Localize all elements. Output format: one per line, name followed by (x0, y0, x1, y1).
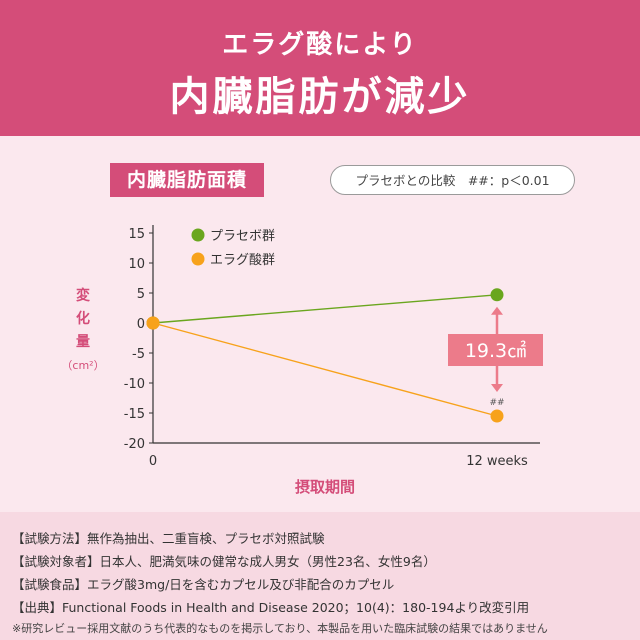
legend-label: プラセボ群 (210, 229, 275, 244)
significance-marker: ## (489, 398, 504, 408)
y-tick-label: 15 (128, 227, 145, 242)
legend-marker (191, 252, 205, 266)
y-tick-label: -10 (124, 377, 145, 392)
x-tick-label: 0 (149, 454, 157, 469)
series-line (152, 294, 498, 324)
y-tick-label: 10 (128, 257, 145, 272)
y-axis-unit: （cm²） (61, 359, 105, 372)
comparison-note: プラセボとの比較 ##：p＜0.01 (330, 165, 575, 195)
x-tick-label: 12 weeks (466, 454, 528, 469)
info-subjects: 【試験対象者】日本人、肥満気味の健常な成人男女（男性23名、女性9名） (12, 554, 436, 569)
series-line (152, 322, 498, 417)
data-point (490, 409, 504, 423)
legend-marker (191, 228, 205, 242)
legend-label: エラグ酸群 (210, 253, 275, 268)
chart-panel (0, 136, 640, 512)
info-source: 【出典】Functional Foods in Health and Disea… (12, 600, 530, 615)
info-disclaimer: ※研究レビュー採用文献のうち代表的なものを掲示しており、本製品を用いた臨床試験の… (12, 622, 548, 635)
y-tick-label: -5 (132, 347, 145, 362)
arrow-down-head (491, 384, 503, 392)
difference-value: 19.3㎠ (465, 339, 526, 362)
info-method: 【試験方法】無作為抽出、二重盲検、プラセボ対照試験 (12, 531, 325, 546)
header-banner: エラグ酸により 内臓脂肪が減少 (0, 0, 640, 136)
y-axis-label: 変化量 （cm²） (60, 285, 106, 377)
x-axis-label: 摂取期間 (294, 478, 355, 496)
y-tick-label: 0 (137, 317, 145, 332)
difference-callout-box (448, 334, 543, 366)
y-tick-label: -20 (124, 437, 145, 452)
y-tick-label: 5 (137, 287, 145, 302)
header-subtitle: エラグ酸により (222, 30, 418, 60)
study-info: 【試験方法】無作為抽出、二重盲検、プラセボ対照試験 【試験対象者】日本人、肥満気… (0, 512, 640, 640)
data-point (490, 288, 504, 302)
header-title: 内臓脂肪が減少 (169, 74, 471, 120)
chart-title: 内臓脂肪面積 (110, 163, 264, 197)
origin-point (146, 316, 160, 330)
y-tick-label: -15 (124, 407, 145, 422)
y-axis-label-text: 変化量 (76, 288, 90, 350)
info-food: 【試験食品】エラグ酸3mg/日を含むカプセル及び非配合のカプセル (12, 577, 395, 592)
arrow-up-head (491, 306, 503, 315)
